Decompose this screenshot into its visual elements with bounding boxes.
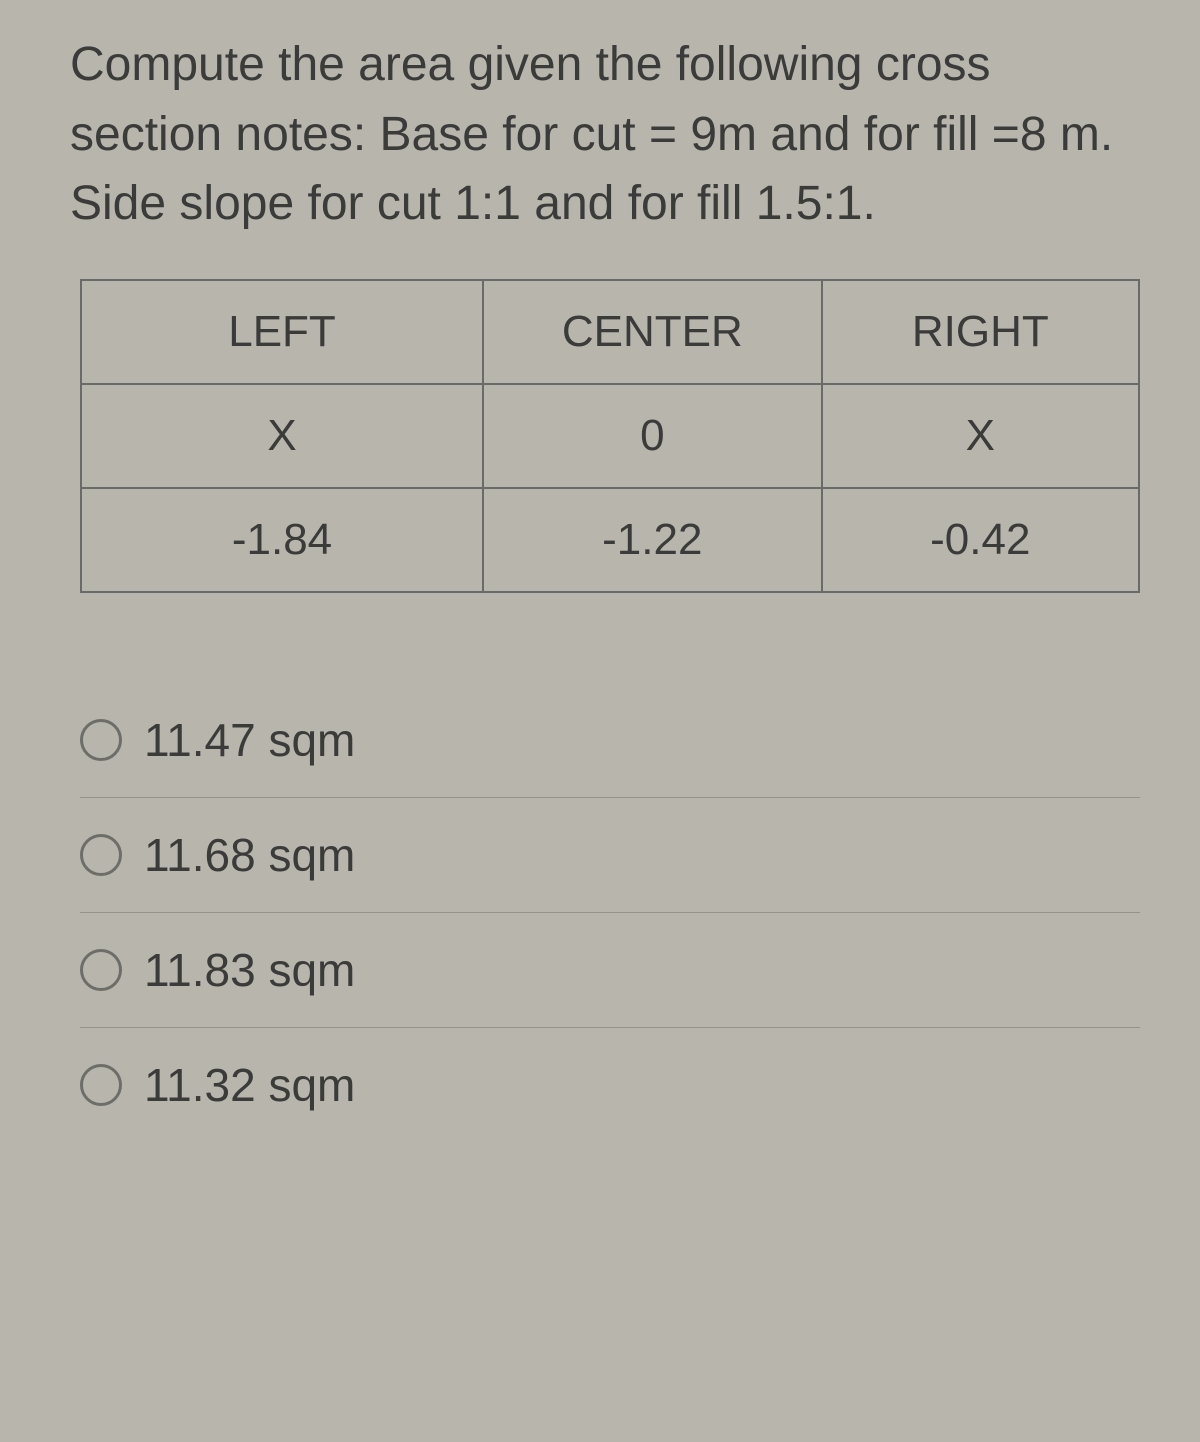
cross-section-table: LEFT CENTER RIGHT X 0 X -1.84 -1.22 -0.4… bbox=[80, 279, 1140, 593]
option-label: 11.68 sqm bbox=[144, 828, 355, 882]
table-cell: -0.42 bbox=[822, 488, 1139, 592]
option-label: 11.32 sqm bbox=[144, 1058, 355, 1112]
table-header-center: CENTER bbox=[483, 280, 822, 384]
table-cell: X bbox=[822, 384, 1139, 488]
table-row: LEFT CENTER RIGHT bbox=[81, 280, 1139, 384]
table-row: -1.84 -1.22 -0.42 bbox=[81, 488, 1139, 592]
answer-option-2[interactable]: 11.68 sqm bbox=[80, 798, 1140, 913]
radio-icon bbox=[80, 834, 122, 876]
answer-option-1[interactable]: 11.47 sqm bbox=[80, 683, 1140, 798]
table-cell: X bbox=[81, 384, 483, 488]
table-header-left: LEFT bbox=[81, 280, 483, 384]
table-cell: -1.84 bbox=[81, 488, 483, 592]
option-label: 11.47 sqm bbox=[144, 713, 355, 767]
question-text: Compute the area given the following cro… bbox=[70, 30, 1150, 239]
table-row: X 0 X bbox=[81, 384, 1139, 488]
table-cell: -1.22 bbox=[483, 488, 822, 592]
radio-icon bbox=[80, 719, 122, 761]
table-cell: 0 bbox=[483, 384, 822, 488]
answer-option-3[interactable]: 11.83 sqm bbox=[80, 913, 1140, 1028]
radio-icon bbox=[80, 949, 122, 991]
answer-option-4[interactable]: 11.32 sqm bbox=[80, 1028, 1140, 1142]
radio-icon bbox=[80, 1064, 122, 1106]
option-label: 11.83 sqm bbox=[144, 943, 355, 997]
table-header-right: RIGHT bbox=[822, 280, 1139, 384]
